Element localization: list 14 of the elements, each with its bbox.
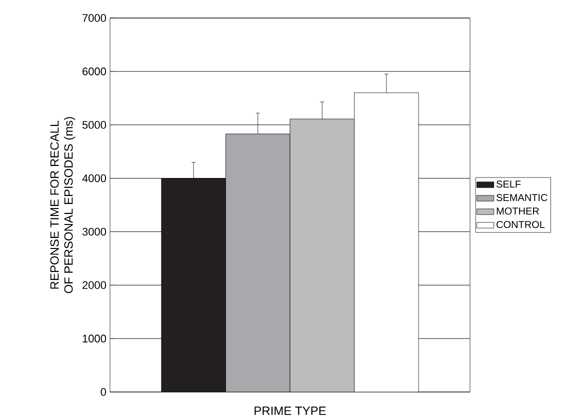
y-tick-label: 7000: [82, 14, 106, 22]
y-tick-label: 5000: [82, 120, 106, 129]
legend-label: CONTROL: [496, 220, 545, 228]
y-axis-title: REPONSE TIME FOR RECALL OF PERSONAL EPISODES (ms): [50, 117, 76, 294]
legend-label: SELF: [496, 180, 521, 188]
x-axis-title: PRIME TYPE: [254, 406, 326, 415]
y-tick-label: 4000: [82, 174, 106, 182]
y-tick-label: 3000: [82, 228, 106, 236]
legend-label: MOTHER: [496, 207, 539, 215]
legend-label: SEMANTIC: [496, 194, 548, 202]
y-tick-label: 0: [100, 388, 106, 396]
y-tick-label: 1000: [82, 334, 106, 342]
y-tick-label: 2000: [82, 281, 106, 290]
y-tick-label: 6000: [82, 68, 106, 76]
